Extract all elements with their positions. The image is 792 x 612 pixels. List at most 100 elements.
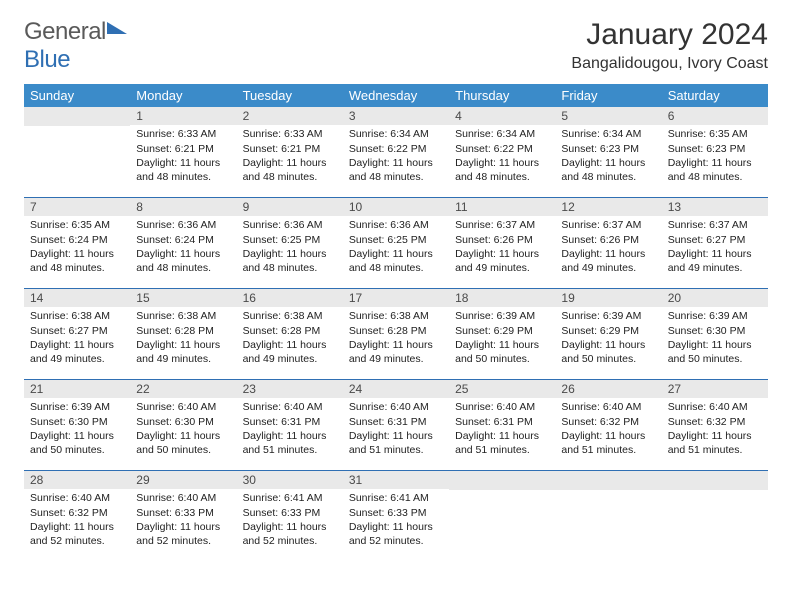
day-cell: 13Sunrise: 6:37 AMSunset: 6:27 PMDayligh…: [662, 198, 768, 288]
day-cell: 22 Sunrise: 6:40 AMSunset: 6:30 PMDayligh…: [130, 380, 236, 470]
sunrise-text: Sunrise: 6:37 AM: [561, 218, 655, 232]
day-details: Sunrise: 6:40 AMSunset: 6:31 PMDaylight:…: [343, 398, 449, 463]
daylight-text: Daylight: 11 hours and 49 minutes.: [243, 338, 337, 366]
day-cell: 5Sunrise: 6:34 AMSunset: 6:23 PMDaylight…: [555, 107, 661, 197]
sunset-text: Sunset: 6:28 PM: [243, 324, 337, 338]
sunset-text: Sunset: 6:26 PM: [561, 233, 655, 247]
day-details: Sunrise: 6:39 AMSunset: 6:29 PMDaylight:…: [449, 307, 555, 372]
day-cell: [449, 471, 555, 561]
sunset-text: Sunset: 6:23 PM: [561, 142, 655, 156]
sunrise-text: Sunrise: 6:40 AM: [136, 491, 230, 505]
day-number: 11: [449, 198, 555, 216]
day-number: 1: [130, 107, 236, 125]
day-number: 8: [130, 198, 236, 216]
month-title: January 2024: [571, 18, 768, 51]
day-number: 31: [343, 471, 449, 489]
day-details: Sunrise: 6:38 AMSunset: 6:27 PMDaylight:…: [24, 307, 130, 372]
sunrise-text: Sunrise: 6:38 AM: [349, 309, 443, 323]
day-details: Sunrise: 6:34 AMSunset: 6:22 PMDaylight:…: [343, 125, 449, 190]
sunset-text: Sunset: 6:29 PM: [561, 324, 655, 338]
day-number: 2: [237, 107, 343, 125]
daylight-text: Daylight: 11 hours and 50 minutes.: [455, 338, 549, 366]
day-cell: 10Sunrise: 6:36 AMSunset: 6:25 PMDayligh…: [343, 198, 449, 288]
day-details: Sunrise: 6:40 AMSunset: 6:31 PMDaylight:…: [449, 398, 555, 463]
sunrise-text: Sunrise: 6:36 AM: [349, 218, 443, 232]
sunset-text: Sunset: 6:33 PM: [136, 506, 230, 520]
sunrise-text: Sunrise: 6:38 AM: [136, 309, 230, 323]
daylight-text: Daylight: 11 hours and 52 minutes.: [243, 520, 337, 548]
day-details: Sunrise: 6:40 AMSunset: 6:31 PMDaylight:…: [237, 398, 343, 463]
daylight-text: Daylight: 11 hours and 51 minutes.: [561, 429, 655, 457]
sunset-text: Sunset: 6:27 PM: [30, 324, 124, 338]
sunset-text: Sunset: 6:28 PM: [136, 324, 230, 338]
day-header: Monday: [130, 84, 236, 107]
calendar-table: Sunday Monday Tuesday Wednesday Thursday…: [24, 84, 768, 561]
day-number: 22: [130, 380, 236, 398]
sunrise-text: Sunrise: 6:41 AM: [349, 491, 443, 505]
daylight-text: Daylight: 11 hours and 51 minutes.: [668, 429, 762, 457]
daylight-text: Daylight: 11 hours and 50 minutes.: [136, 429, 230, 457]
logo-triangle-icon: [107, 22, 127, 34]
day-cell: 28Sunrise: 6:40 AMSunset: 6:32 PMDayligh…: [24, 471, 130, 561]
daylight-text: Daylight: 11 hours and 48 minutes.: [30, 247, 124, 275]
day-cell: 8Sunrise: 6:36 AMSunset: 6:24 PMDaylight…: [130, 198, 236, 288]
week-row: 1Sunrise: 6:33 AMSunset: 6:21 PMDaylight…: [24, 107, 768, 197]
sunrise-text: Sunrise: 6:39 AM: [561, 309, 655, 323]
daylight-text: Daylight: 11 hours and 49 minutes.: [136, 338, 230, 366]
day-number: 19: [555, 289, 661, 307]
sunset-text: Sunset: 6:26 PM: [455, 233, 549, 247]
sunset-text: Sunset: 6:30 PM: [136, 415, 230, 429]
sunrise-text: Sunrise: 6:37 AM: [455, 218, 549, 232]
daylight-text: Daylight: 11 hours and 48 minutes.: [455, 156, 549, 184]
day-cell: 23Sunrise: 6:40 AMSunset: 6:31 PMDayligh…: [237, 380, 343, 470]
day-details: Sunrise: 6:39 AMSunset: 6:30 PMDaylight:…: [662, 307, 768, 372]
day-details: Sunrise: 6:39 AMSunset: 6:30 PMDaylight:…: [24, 398, 130, 463]
sunset-text: Sunset: 6:33 PM: [349, 506, 443, 520]
daylight-text: Daylight: 11 hours and 48 minutes.: [668, 156, 762, 184]
sunrise-text: Sunrise: 6:35 AM: [30, 218, 124, 232]
day-header: Thursday: [449, 84, 555, 107]
daylight-text: Daylight: 11 hours and 49 minutes.: [561, 247, 655, 275]
sunset-text: Sunset: 6:31 PM: [243, 415, 337, 429]
day-number: 3: [343, 107, 449, 125]
daylight-text: Daylight: 11 hours and 51 minutes.: [455, 429, 549, 457]
sunrise-text: Sunrise: 6:40 AM: [349, 400, 443, 414]
day-number: 13: [662, 198, 768, 216]
sunrise-text: Sunrise: 6:40 AM: [455, 400, 549, 414]
sunset-text: Sunset: 6:28 PM: [349, 324, 443, 338]
sunrise-text: Sunrise: 6:40 AM: [561, 400, 655, 414]
day-cell: 21Sunrise: 6:39 AMSunset: 6:30 PMDayligh…: [24, 380, 130, 470]
day-details: Sunrise: 6:36 AMSunset: 6:25 PMDaylight:…: [237, 216, 343, 281]
day-details: Sunrise: 6:34 AMSunset: 6:23 PMDaylight:…: [555, 125, 661, 190]
day-details: Sunrise: 6:40 AMSunset: 6:32 PMDaylight:…: [662, 398, 768, 463]
daylight-text: Daylight: 11 hours and 48 minutes.: [561, 156, 655, 184]
week-row: 7Sunrise: 6:35 AMSunset: 6:24 PMDaylight…: [24, 198, 768, 288]
day-cell: 12Sunrise: 6:37 AMSunset: 6:26 PMDayligh…: [555, 198, 661, 288]
daylight-text: Daylight: 11 hours and 50 minutes.: [561, 338, 655, 366]
day-details: Sunrise: 6:36 AMSunset: 6:25 PMDaylight:…: [343, 216, 449, 281]
day-details: Sunrise: 6:37 AMSunset: 6:26 PMDaylight:…: [449, 216, 555, 281]
day-number: [24, 107, 130, 126]
day-details: Sunrise: 6:37 AMSunset: 6:27 PMDaylight:…: [662, 216, 768, 281]
calendar-page: General Blue January 2024 Bangalidougou,…: [0, 0, 792, 612]
logo-text: General Blue: [24, 18, 127, 74]
daylight-text: Daylight: 11 hours and 52 minutes.: [349, 520, 443, 548]
day-cell: 9Sunrise: 6:36 AMSunset: 6:25 PMDaylight…: [237, 198, 343, 288]
day-details: Sunrise: 6:35 AMSunset: 6:24 PMDaylight:…: [24, 216, 130, 281]
day-number: [449, 471, 555, 490]
sunrise-text: Sunrise: 6:38 AM: [243, 309, 337, 323]
sunrise-text: Sunrise: 6:40 AM: [668, 400, 762, 414]
sunrise-text: Sunrise: 6:39 AM: [455, 309, 549, 323]
daylight-text: Daylight: 11 hours and 49 minutes.: [455, 247, 549, 275]
day-number: 20: [662, 289, 768, 307]
sunrise-text: Sunrise: 6:41 AM: [243, 491, 337, 505]
day-details: Sunrise: 6:33 AMSunset: 6:21 PMDaylight:…: [237, 125, 343, 190]
day-cell: 4Sunrise: 6:34 AMSunset: 6:22 PMDaylight…: [449, 107, 555, 197]
day-details: Sunrise: 6:41 AMSunset: 6:33 PMDaylight:…: [237, 489, 343, 554]
sunrise-text: Sunrise: 6:34 AM: [561, 127, 655, 141]
daylight-text: Daylight: 11 hours and 48 minutes.: [136, 156, 230, 184]
sunrise-text: Sunrise: 6:40 AM: [136, 400, 230, 414]
day-cell: 20Sunrise: 6:39 AMSunset: 6:30 PMDayligh…: [662, 289, 768, 379]
logo-word-2: Blue: [24, 46, 70, 73]
sunrise-text: Sunrise: 6:39 AM: [30, 400, 124, 414]
